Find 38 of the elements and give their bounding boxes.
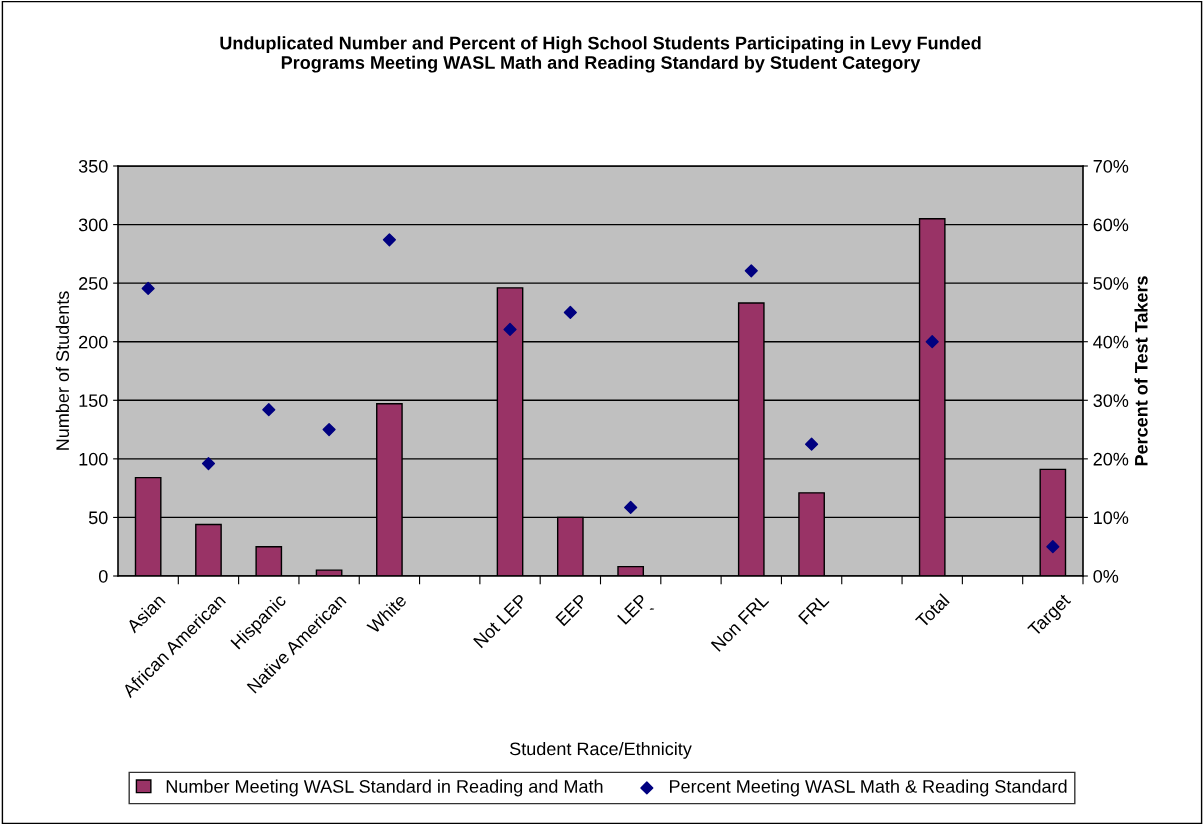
y2-tick-label: 60% (1093, 218, 1129, 232)
y2-tick-label: 40% (1093, 335, 1129, 349)
x-tick-label: LEP ` (617, 593, 655, 625)
x-tick-label: FRL (798, 593, 830, 625)
y-tick-label: 0 (98, 569, 108, 583)
point (563, 305, 577, 320)
legend-label: Percent Meeting WASL Math & Reading Standard (669, 779, 1067, 797)
y-axis-title: Number of Students (55, 291, 70, 450)
y2-axis-title: Percent of Test Takers (1134, 276, 1148, 466)
point (141, 281, 155, 296)
point (382, 233, 396, 247)
point (1046, 540, 1060, 554)
y-tick-label: 350 (78, 159, 108, 173)
point (201, 456, 216, 471)
legend-label: Number Meeting WASL Standard in Reading and Math (166, 779, 603, 797)
y-tick-label: 50 (88, 511, 108, 525)
x-tick-label: Not LEP (473, 593, 528, 649)
x-tick-label: Non FRL (710, 593, 770, 652)
y-tick-label: 250 (79, 277, 108, 290)
y2-tick-label: 50% (1093, 277, 1129, 290)
y-tick-label: 200 (79, 335, 108, 349)
y2-tick-label: 70% (1093, 159, 1129, 173)
y2-tick-label: 20% (1093, 452, 1129, 466)
point (503, 322, 517, 337)
point (925, 335, 939, 349)
point (624, 500, 638, 515)
y2-tick-label: 30% (1093, 394, 1129, 408)
y-tick-label: 100 (79, 452, 108, 466)
chart-title: Unduplicated Number and Percent of High School Students Participating in Levy Funded Programs Meeting WASL Math and Reading Standard by Student Category (220, 36, 981, 73)
y2-tick-label: 10% (1094, 511, 1129, 525)
point (805, 437, 819, 451)
point (322, 422, 336, 437)
y-tick-label: 150 (79, 394, 108, 408)
point (262, 403, 276, 417)
point (744, 264, 758, 278)
y-tick-label: 300 (78, 218, 108, 232)
x-axis-title: Student Race/Ethnicity (509, 741, 692, 759)
y2-tick-label: 0% (1093, 569, 1119, 583)
